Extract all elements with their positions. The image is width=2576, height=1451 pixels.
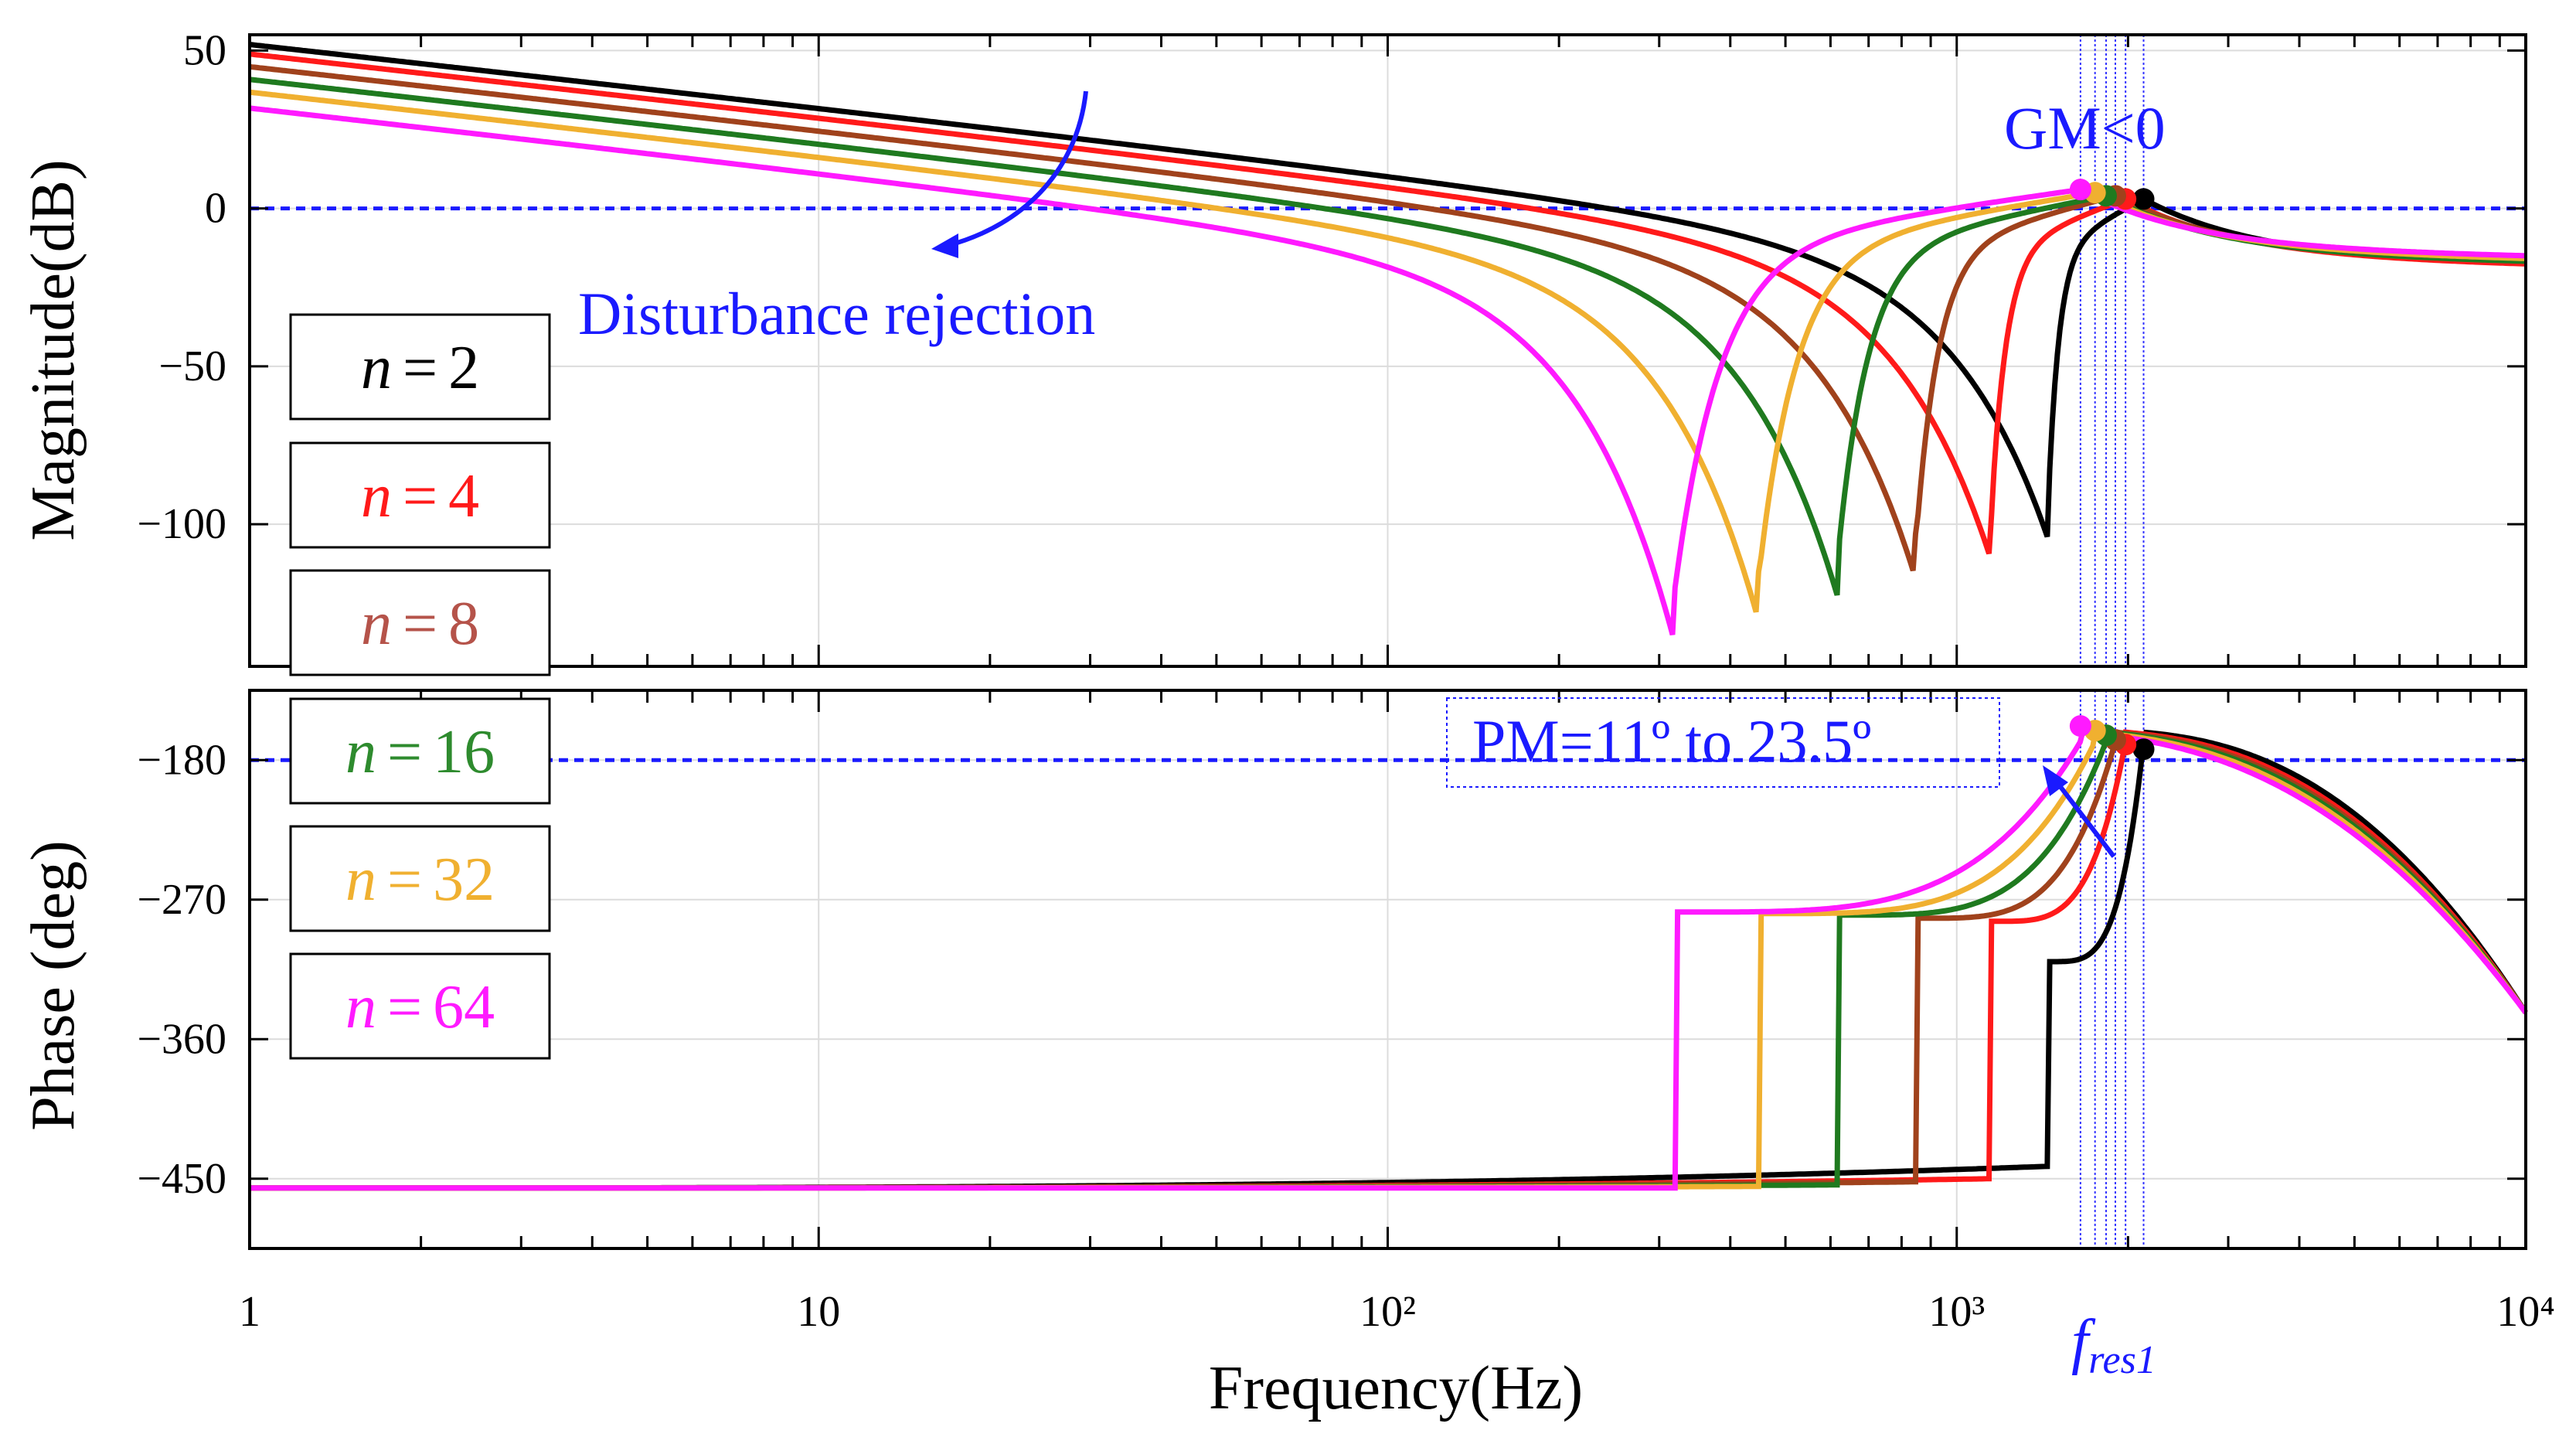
legend-label: n = 64	[345, 973, 495, 1041]
phase-ylabel: Phase (deg)	[19, 840, 87, 1130]
legend-value: 4	[448, 462, 479, 530]
x-tick-label: 10⁴	[2496, 1288, 2555, 1336]
series-layer	[249, 42, 2528, 1191]
gm-label: GM<0	[2004, 94, 2166, 162]
legend-entry: n = 2	[289, 313, 551, 421]
phase-ytick-label: −180	[137, 736, 226, 784]
x-tick-label: 10³	[1928, 1288, 1985, 1336]
gm-marker	[2132, 188, 2155, 210]
legend-box	[289, 697, 551, 805]
magnitude-ytick-label: −50	[158, 342, 226, 390]
pm-marker	[2069, 715, 2091, 737]
axes-frames	[248, 33, 2527, 1250]
legend-label: n = 32	[345, 846, 495, 914]
legend-box	[289, 952, 551, 1060]
pm-label: PM=11º to 23.5º	[1472, 707, 1871, 775]
pm-arrowhead	[2043, 765, 2068, 796]
magnitude-line-n8	[249, 63, 2527, 572]
legend-value: 8	[448, 590, 479, 658]
legend-label: n = 16	[345, 718, 495, 786]
legend-label: n = 2	[361, 334, 479, 402]
legend-eq: =	[403, 334, 437, 402]
gm-marker	[2069, 179, 2091, 201]
disturbance-arrow	[946, 90, 1088, 248]
legend-entry: n = 4	[289, 441, 551, 549]
magnitude-ytick-label: 50	[183, 26, 226, 74]
pm-marker	[2132, 738, 2155, 761]
disturbance-arrowhead	[931, 233, 958, 258]
magnitude-ytick-label: −100	[137, 500, 226, 548]
x-tick-label: 1	[239, 1288, 260, 1336]
x-axis-label: Frequency(Hz)	[1209, 1354, 1583, 1422]
legend-value: 64	[433, 973, 495, 1041]
legend-box	[289, 441, 551, 549]
legend-var: n	[345, 718, 376, 786]
legend-var: n	[361, 334, 392, 402]
legend-entry: n = 32	[289, 825, 551, 932]
x-tick-label: 10	[797, 1288, 840, 1336]
legend-eq: =	[387, 973, 422, 1041]
legend-eq: =	[403, 590, 437, 658]
legend-var: n	[345, 973, 376, 1041]
legend-var: n	[345, 846, 376, 914]
phase-ytick-label: −270	[137, 876, 226, 924]
phase-ytick-label: −360	[137, 1015, 226, 1063]
phase-ytick-label: −450	[137, 1155, 226, 1203]
x-tick-label: 10²	[1359, 1288, 1416, 1336]
magnitude-ytick-label: 0	[205, 185, 226, 233]
legend: n = 2n = 4n = 8n = 16n = 32n = 64	[289, 313, 551, 1060]
legend-value: 32	[433, 846, 495, 914]
pm-label-box	[1446, 697, 2000, 788]
legend-value: 2	[448, 334, 479, 402]
legend-var: n	[361, 590, 392, 658]
reference-lines	[250, 206, 2526, 762]
legend-label: n = 8	[361, 590, 479, 658]
fres-label: fres1	[2071, 1308, 2156, 1382]
legend-eq: =	[387, 846, 422, 914]
pm-arrow	[2054, 779, 2116, 858]
magnitude-line-n64	[249, 105, 2527, 636]
legend-box	[289, 569, 551, 676]
legend-box	[289, 313, 551, 421]
disturbance-rejection-label: Disturbance rejection	[578, 280, 1095, 347]
legend-entry: n = 64	[289, 952, 551, 1060]
tick-labels: 50 0 −50 −100 −180 −270 −360 −450 1 10 10² 10³ 10⁴	[137, 26, 2554, 1336]
legend-eq: =	[403, 462, 437, 530]
legend-box	[289, 825, 551, 932]
legend-entry: n = 16	[289, 697, 551, 805]
legend-label: n = 4	[361, 462, 479, 530]
legend-entry: n = 8	[289, 569, 551, 676]
legend-value: 16	[433, 718, 495, 786]
magnitude-ylabel: Magnitude(dB)	[19, 159, 87, 540]
legend-eq: =	[387, 718, 422, 786]
legend-var: n	[361, 462, 392, 530]
